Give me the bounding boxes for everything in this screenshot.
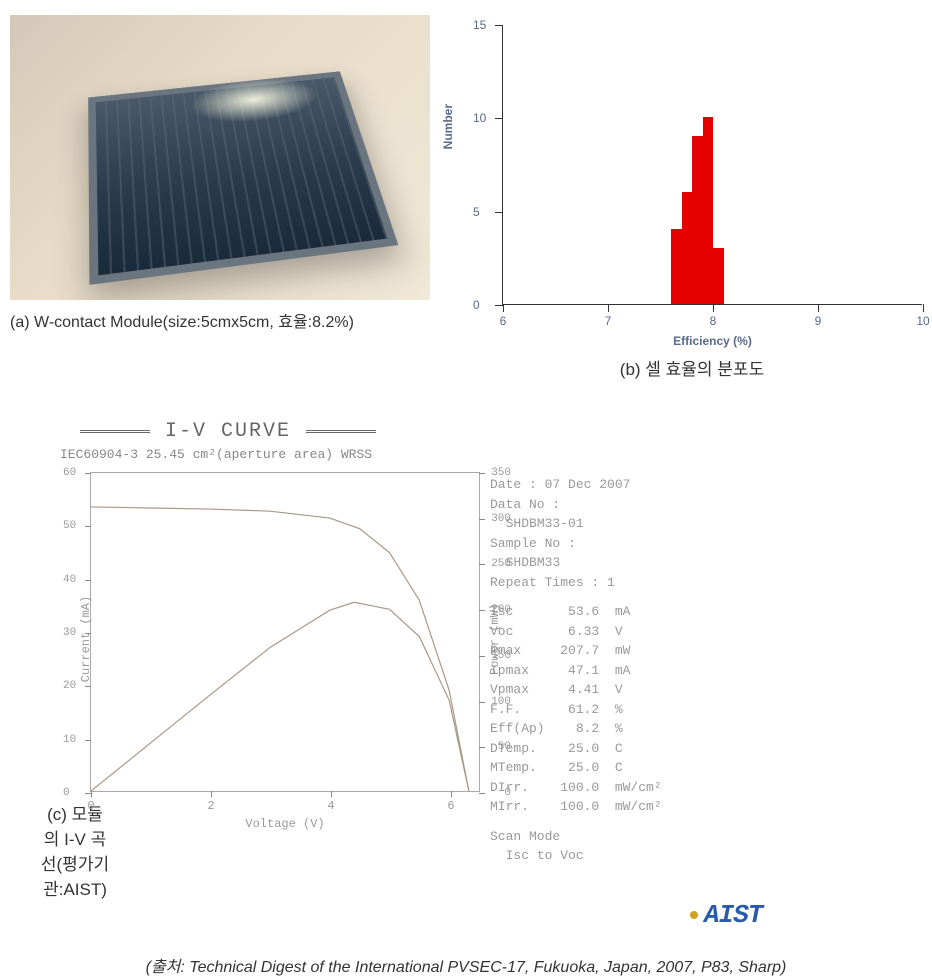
date-label: Date :	[490, 477, 537, 492]
iv-xtick-label: 0	[87, 799, 94, 813]
iv-title: I-V CURVE	[165, 420, 291, 443]
sampleno-value: SHDBM33	[506, 555, 561, 570]
histogram-xtick-label: 8	[710, 314, 717, 328]
iv-ytick-right-label: 200	[491, 604, 511, 616]
iv-ytick-right-label: 300	[491, 513, 511, 525]
histogram-ylabel: Number	[441, 103, 455, 148]
histogram-bar	[682, 192, 693, 304]
histogram-bar	[692, 136, 703, 304]
histogram-ytick-label: 5	[473, 205, 480, 219]
histogram-bar	[703, 117, 714, 304]
histogram-ytick-label: 0	[473, 298, 480, 312]
iv-ytick-right-label: 150	[491, 650, 511, 662]
measurement-data: Date : 07 Dec 2007 Data No : SHDBM33-01 …	[470, 420, 922, 935]
iv-ytick-left-label: 0	[63, 787, 70, 799]
histogram-bar	[671, 229, 682, 304]
iv-ytick-left-label: 60	[63, 467, 76, 479]
histogram-xtick-label: 6	[500, 314, 507, 328]
efficiency-histogram: Number Efficiency (%) 051015678910	[502, 25, 922, 305]
measurement-param-row: DIrr. 100.0 mW/cm²	[490, 778, 922, 798]
caption-a: (a) W-contact Module(size:5cmx5cm, 효율:8.…	[10, 308, 432, 332]
datano-value: SHDBM33-01	[506, 516, 584, 531]
module-photo	[10, 15, 430, 300]
iv-ytick-right-label: 50	[498, 741, 511, 753]
datano-label: Data No :	[490, 495, 922, 515]
measurement-param-row: DTemp. 25.0 C	[490, 739, 922, 759]
iv-xtick-label: 6	[447, 799, 454, 813]
decorative-line	[306, 430, 376, 433]
caption-b: (b) 셀 효율의 분포도	[462, 355, 922, 380]
histogram-ytick-label: 10	[473, 111, 486, 125]
date-value: 07 Dec 2007	[545, 477, 631, 492]
iv-curve-lines	[91, 473, 479, 791]
measurement-param-row: MTemp. 25.0 C	[490, 758, 922, 778]
measurement-param-row: F.F. 61.2 %	[490, 700, 922, 720]
iv-subtitle: IEC60904-3 25.45 cm²(aperture area) WRSS	[40, 447, 470, 462]
iv-ytick-left-label: 20	[63, 680, 76, 692]
repeat-label: Repeat Times :	[490, 575, 599, 590]
measurement-param-row: Isc 53.6 mA	[490, 602, 922, 622]
measurement-param-row: Vpmax 4.41 V	[490, 680, 922, 700]
iv-ytick-right-label: 0	[504, 787, 511, 799]
iv-xtick-label: 4	[327, 799, 334, 813]
repeat-value: 1	[607, 575, 615, 590]
scanmode-label: Scan Mode	[490, 827, 922, 847]
sampleno-label: Sample No :	[490, 534, 922, 554]
measurement-param-row: Voc 6.33 V	[490, 622, 922, 642]
caption-c: (c) 모듈의 I-V 곡선(평가기관:AIST)	[40, 800, 470, 900]
iv-ytick-left-label: 40	[63, 574, 76, 586]
solar-module	[88, 71, 398, 285]
iv-xtick-label: 2	[207, 799, 214, 813]
iv-xlabel: Voltage (V)	[245, 817, 324, 831]
aist-logo: AIST	[490, 896, 922, 935]
iv-ytick-left-label: 10	[63, 734, 76, 746]
iv-ytick-left-label: 50	[63, 520, 76, 532]
iv-ytick-right-label: 350	[491, 467, 511, 479]
iv-ytick-right-label: 250	[491, 558, 511, 570]
measurement-param-row: MIrr. 100.0 mW/cm²	[490, 797, 922, 817]
iv-ytick-left-label: 30	[63, 627, 76, 639]
histogram-bar	[713, 248, 724, 304]
source-citation: (출처: Technical Digest of the Internation…	[0, 953, 932, 977]
scanmode-value: Isc to Voc	[506, 848, 584, 863]
decorative-line	[80, 430, 150, 433]
iv-curve-chart: Current (mA) Power (mW) Voltage (V) 0102…	[90, 472, 480, 792]
histogram-xtick-label: 9	[815, 314, 822, 328]
histogram-xlabel: Efficiency (%)	[673, 334, 752, 348]
measurement-param-row: Eff(Ap) 8.2 %	[490, 719, 922, 739]
iv-ytick-right-label: 100	[491, 696, 511, 708]
measurement-param-row: Pmax 207.7 mW	[490, 641, 922, 661]
measurement-param-row: Ipmax 47.1 mA	[490, 661, 922, 681]
iv-ylabel-left: Current (mA)	[79, 596, 93, 682]
histogram-xtick-label: 7	[605, 314, 612, 328]
histogram-xtick-label: 10	[916, 314, 929, 328]
histogram-ytick-label: 15	[473, 18, 486, 32]
